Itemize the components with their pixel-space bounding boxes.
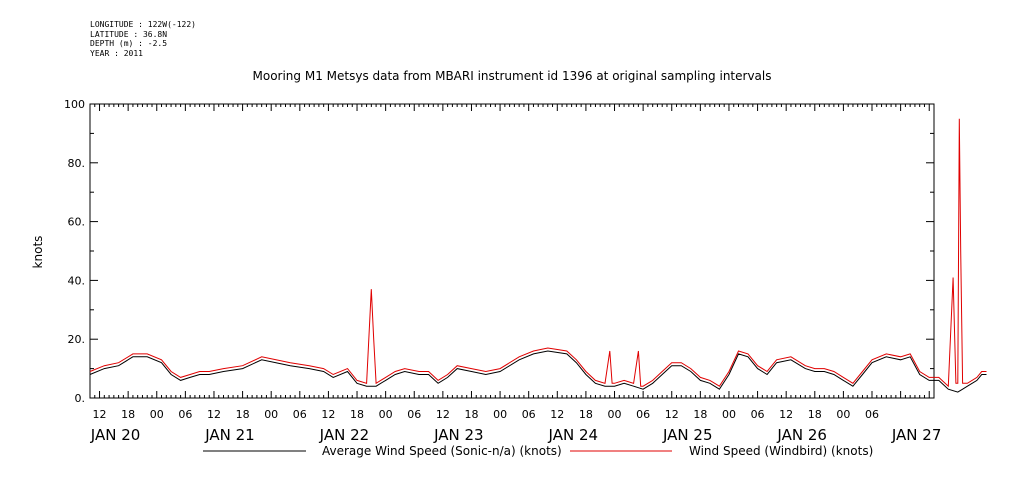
- x-hour-label: 18: [236, 408, 250, 421]
- x-hour-label: 06: [865, 408, 879, 421]
- longitude-text: LONGITUDE : 122W(-122): [90, 20, 196, 29]
- y-tick-label: 100: [64, 98, 85, 111]
- legend-entry: Average Wind Speed (Sonic-n/a) (knots): [322, 444, 562, 458]
- windbird-wind-speed-line: [89, 118, 987, 388]
- x-day-label: JAN 25: [662, 426, 713, 444]
- y-axis: 0. 20. 40. 60. 80. 100: [64, 98, 934, 405]
- x-hour-label: 18: [350, 408, 364, 421]
- x-hour-label: 00: [379, 408, 393, 421]
- x-hour-label: 12: [779, 408, 793, 421]
- y-tick-label: 0.: [75, 392, 86, 405]
- metadata-block: LONGITUDE : 122W(-122) LATITUDE : 36.8N …: [90, 20, 196, 58]
- x-hour-label: 00: [722, 408, 736, 421]
- x-hour-label: 06: [293, 408, 307, 421]
- y-tick-label: 80.: [68, 157, 86, 170]
- x-hour-label: 06: [751, 408, 765, 421]
- x-hour-label: 00: [264, 408, 278, 421]
- chart-title: Mooring M1 Metsys data from MBARI instru…: [253, 69, 772, 83]
- x-hour-label: 00: [836, 408, 850, 421]
- latitude-text: LATITUDE : 36.8N: [90, 29, 168, 39]
- x-hour-label: 18: [579, 408, 593, 421]
- year-text: YEAR : 2011: [90, 48, 143, 58]
- x-day-label: JAN 24: [548, 426, 599, 444]
- y-tick-label: 20.: [68, 333, 86, 346]
- x-day-label: JAN 21: [204, 426, 255, 444]
- x-hour-label: 06: [178, 408, 192, 421]
- x-day-label: JAN 23: [433, 426, 484, 444]
- y-tick-label: 40.: [68, 274, 86, 287]
- x-hour-label: 18: [808, 408, 822, 421]
- x-hour-label: 12: [436, 408, 450, 421]
- x-day-label: JAN 22: [319, 426, 370, 444]
- plot-frame: [89, 103, 935, 399]
- x-hour-label: 18: [693, 408, 707, 421]
- depth-text: DEPTH (m) : -2.5: [90, 39, 168, 48]
- x-hour-label: 12: [665, 408, 679, 421]
- x-hour-label: 12: [207, 408, 221, 421]
- x-hour-label: 12: [93, 408, 107, 421]
- average-wind-speed-line: [89, 350, 987, 393]
- legend: Average Wind Speed (Sonic-n/a) (knots) Wi…: [203, 444, 873, 458]
- x-hour-label: 06: [522, 408, 536, 421]
- y-tick-label: 60.: [68, 216, 86, 229]
- x-hour-label: 06: [636, 408, 650, 421]
- data-series: [89, 118, 987, 393]
- x-hour-label: 00: [150, 408, 164, 421]
- legend-entry: Wind Speed (Windbird) (knots): [689, 444, 873, 458]
- x-hour-label: 12: [550, 408, 564, 421]
- x-hour-label: 06: [407, 408, 421, 421]
- x-day-label: JAN 27: [891, 426, 942, 444]
- x-hour-label: 18: [121, 408, 135, 421]
- x-day-label: JAN 26: [776, 426, 827, 444]
- x-axis: 12 18 00 06 12 18 00 06 12 18 00 06 12 18 00 06 12 18 00 06…: [89, 104, 942, 444]
- x-day-label: JAN 20: [90, 426, 141, 444]
- x-hour-label: 12: [321, 408, 335, 421]
- x-hour-label: 18: [464, 408, 478, 421]
- y-axis-label: knots: [31, 236, 45, 269]
- x-hour-label: 00: [493, 408, 507, 421]
- x-hour-label: 00: [608, 408, 622, 421]
